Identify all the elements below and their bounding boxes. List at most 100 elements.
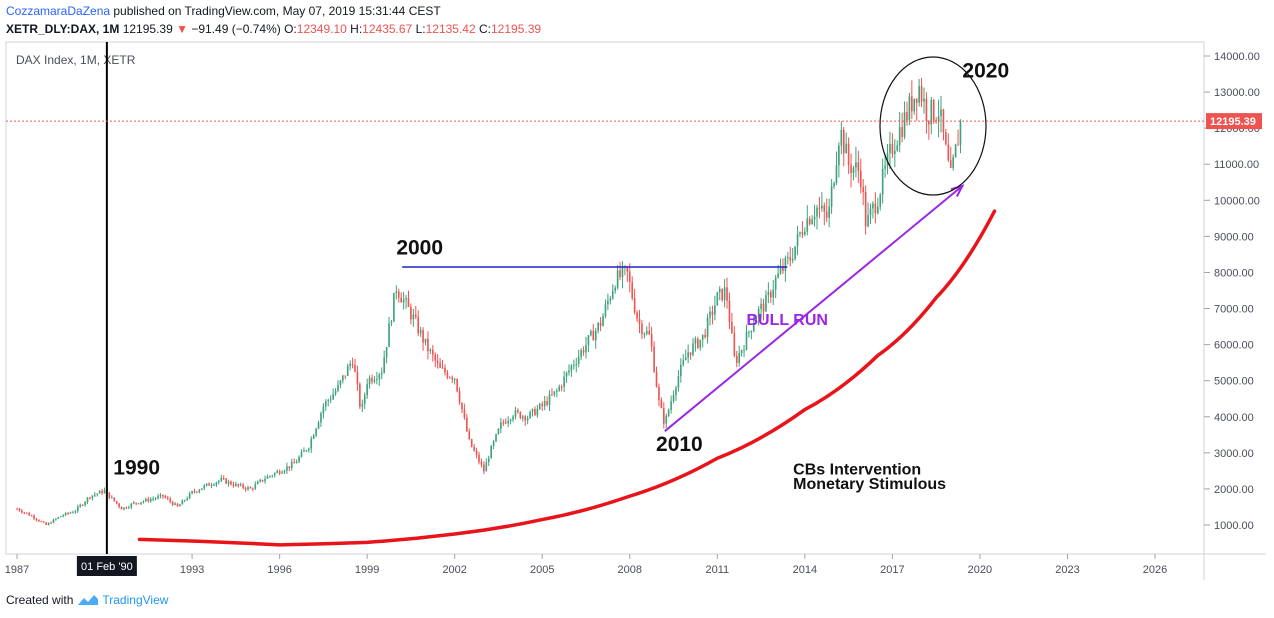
candle-body [286,466,288,471]
candle-body [449,377,451,379]
candle-body [772,289,775,298]
candle-body [796,233,799,247]
candle-body [373,379,376,382]
candle-body [298,456,300,462]
x-axis[interactable]: 1987 1993 1996 1999 2002 2005 2008 2011 2014 2017… [5,554,1167,576]
candle-body [784,258,787,271]
candle-body [91,495,94,499]
candle-body [687,352,689,358]
candle-body [439,362,441,368]
candle-body [69,512,72,514]
candle-body [932,99,935,121]
candle-body [534,408,536,416]
candle-body [171,501,174,505]
candle-body [551,394,553,396]
candle-body [658,386,660,401]
candle-body [543,401,546,406]
candle-body [193,491,196,493]
candle-body [787,256,789,259]
candle-body [748,331,750,333]
candle-body [45,522,47,525]
candle-body [368,377,371,385]
close-label: C: [479,22,491,36]
y-tick-label: 11000.00 [1214,159,1259,171]
candle-body [220,478,223,481]
x-tick-label: 2026 [1143,564,1167,576]
candle-body [592,331,595,341]
candle-body [327,400,330,402]
candle-body [621,266,624,278]
monetary-stimulous-label: Monetary Stimulous [793,476,946,493]
cbs-intervention-label: CBs Intervention [793,461,921,478]
candle-body [166,497,169,499]
candle-body [278,471,281,474]
candle-body [332,394,334,400]
candle-body [424,338,427,343]
candle-body [789,256,792,261]
candle-body [149,499,152,502]
candle-body [898,127,901,146]
current-price-label: 12195.39 [1210,116,1256,128]
candle-body [451,377,454,380]
candle-body [410,306,412,320]
candle-body [383,357,385,373]
candle-body [86,497,89,502]
candle-body [322,406,325,414]
candle-body [385,347,388,358]
candle-body [757,308,760,318]
candle-body [752,323,755,331]
candle-body [745,331,748,350]
candle-body [434,354,437,361]
candle-body [874,203,877,214]
candle-body [920,85,923,102]
candle-body [259,479,261,482]
candle-body [283,470,286,473]
candle-body [35,518,38,520]
candle-body [928,121,930,125]
candle-body [145,498,147,502]
candle-body [132,502,135,504]
candle-body [517,410,519,413]
candle-body [252,488,254,490]
candle-body [811,219,813,225]
candle-body [560,386,563,388]
y-axis[interactable]: 1000.00 2000.00 3000.00 4000.00 5000.00 6000.… [1204,51,1260,532]
candle-body [519,412,522,419]
candle-body [89,497,91,499]
candle-body [930,99,933,125]
label-2010: 2010 [656,433,703,456]
candle-body [536,408,539,416]
tradingview-link[interactable]: TradingView [102,593,169,607]
candle-body [21,510,23,513]
candle-body [205,483,208,486]
candle-body [422,330,424,343]
candle-body [782,267,784,271]
candle-body [140,502,142,504]
candle-body [213,484,215,486]
price-change: −91.49 (−0.74%) [191,22,281,36]
candle-body [631,282,634,299]
candle-body [366,384,368,396]
candle-body [40,521,43,523]
candle-body [833,183,835,187]
candle-body [585,345,587,353]
candle-body [531,408,534,412]
candle-body [123,507,125,510]
candle-body [738,353,741,363]
candle-body [473,446,475,451]
y-tick-label: 6000.00 [1214,340,1254,352]
candle-body [889,144,891,153]
candle-body [845,143,847,154]
candle-body [886,152,889,166]
bull-run-arrow-line [664,185,964,432]
candle-body [718,288,721,293]
candle-body [28,513,30,516]
candle-body [830,186,833,207]
low-label: L: [415,22,426,36]
y-tick-label: 13000.00 [1214,87,1260,99]
candle-body [191,491,193,494]
candle-body [483,464,485,472]
candle-body [210,485,213,487]
author-link[interactable]: CozzamaraDaZena [6,4,111,18]
